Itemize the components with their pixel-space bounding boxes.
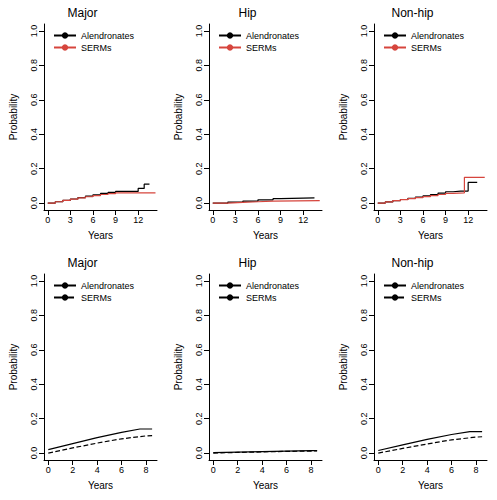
svg-text:0.4: 0.4 bbox=[29, 128, 39, 141]
svg-text:Probability: Probability bbox=[8, 94, 19, 141]
svg-text:0: 0 bbox=[375, 215, 380, 225]
svg-text:0.0: 0.0 bbox=[359, 197, 369, 210]
svg-text:Alendronates: Alendronates bbox=[81, 281, 135, 291]
svg-text:0.2: 0.2 bbox=[194, 162, 204, 175]
svg-text:Alendronates: Alendronates bbox=[81, 31, 135, 41]
svg-text:3: 3 bbox=[68, 215, 73, 225]
svg-text:4: 4 bbox=[95, 465, 100, 475]
svg-text:Years: Years bbox=[253, 230, 278, 241]
svg-text:SERMs: SERMs bbox=[81, 293, 112, 303]
svg-text:0.2: 0.2 bbox=[29, 162, 39, 175]
svg-text:6: 6 bbox=[90, 215, 95, 225]
svg-text:SERMs: SERMs bbox=[246, 293, 277, 303]
svg-text:6: 6 bbox=[449, 465, 454, 475]
svg-text:0.8: 0.8 bbox=[29, 59, 39, 72]
svg-text:12: 12 bbox=[298, 215, 308, 225]
svg-text:0.8: 0.8 bbox=[359, 309, 369, 322]
svg-text:Probability: Probability bbox=[173, 344, 184, 391]
svg-text:1.0: 1.0 bbox=[194, 25, 204, 38]
svg-text:Probability: Probability bbox=[338, 344, 349, 391]
svg-text:0: 0 bbox=[210, 215, 215, 225]
svg-text:0.6: 0.6 bbox=[359, 94, 369, 107]
svg-text:0: 0 bbox=[45, 215, 50, 225]
svg-text:0: 0 bbox=[211, 465, 216, 475]
svg-text:0.4: 0.4 bbox=[29, 378, 39, 391]
svg-text:9: 9 bbox=[443, 215, 448, 225]
svg-text:Hip: Hip bbox=[238, 256, 256, 270]
svg-text:Major: Major bbox=[67, 6, 97, 20]
svg-text:0.2: 0.2 bbox=[359, 162, 369, 175]
svg-text:0.0: 0.0 bbox=[194, 447, 204, 460]
svg-text:0.4: 0.4 bbox=[194, 378, 204, 391]
svg-text:1.0: 1.0 bbox=[359, 25, 369, 38]
svg-text:1.0: 1.0 bbox=[29, 275, 39, 288]
svg-text:Probability: Probability bbox=[338, 94, 349, 141]
svg-text:9: 9 bbox=[278, 215, 283, 225]
svg-text:0.2: 0.2 bbox=[359, 412, 369, 425]
svg-text:0.4: 0.4 bbox=[359, 378, 369, 391]
svg-text:6: 6 bbox=[119, 465, 124, 475]
svg-text:0.0: 0.0 bbox=[359, 447, 369, 460]
svg-text:2: 2 bbox=[235, 465, 240, 475]
svg-text:SERMs: SERMs bbox=[81, 43, 112, 53]
svg-text:6: 6 bbox=[284, 465, 289, 475]
svg-text:0: 0 bbox=[376, 465, 381, 475]
svg-text:Probability: Probability bbox=[173, 94, 184, 141]
svg-text:9: 9 bbox=[113, 215, 118, 225]
svg-text:0.8: 0.8 bbox=[29, 309, 39, 322]
svg-text:0.6: 0.6 bbox=[29, 94, 39, 107]
svg-text:0.0: 0.0 bbox=[29, 197, 39, 210]
svg-text:0.8: 0.8 bbox=[359, 59, 369, 72]
svg-text:Years: Years bbox=[88, 480, 113, 491]
svg-text:Probability: Probability bbox=[8, 344, 19, 391]
svg-text:2: 2 bbox=[400, 465, 405, 475]
svg-text:Alendronates: Alendronates bbox=[246, 31, 300, 41]
svg-text:Alendronates: Alendronates bbox=[411, 31, 465, 41]
svg-text:0.0: 0.0 bbox=[29, 447, 39, 460]
svg-text:Alendronates: Alendronates bbox=[246, 281, 300, 291]
svg-text:3: 3 bbox=[398, 215, 403, 225]
svg-text:SERMs: SERMs bbox=[411, 293, 442, 303]
svg-text:Non-hip: Non-hip bbox=[391, 256, 433, 270]
svg-text:4: 4 bbox=[425, 465, 430, 475]
svg-text:SERMs: SERMs bbox=[246, 43, 277, 53]
svg-text:0.0: 0.0 bbox=[194, 197, 204, 210]
svg-text:2: 2 bbox=[70, 465, 75, 475]
svg-text:6: 6 bbox=[255, 215, 260, 225]
svg-text:0.2: 0.2 bbox=[29, 412, 39, 425]
svg-text:Hip: Hip bbox=[238, 6, 256, 20]
svg-text:Alendronates: Alendronates bbox=[411, 281, 465, 291]
svg-text:1.0: 1.0 bbox=[29, 25, 39, 38]
svg-text:0.6: 0.6 bbox=[29, 344, 39, 357]
svg-text:0.4: 0.4 bbox=[194, 128, 204, 141]
svg-text:0.6: 0.6 bbox=[359, 344, 369, 357]
svg-text:SERMs: SERMs bbox=[411, 43, 442, 53]
svg-text:0.6: 0.6 bbox=[194, 344, 204, 357]
svg-text:12: 12 bbox=[463, 215, 473, 225]
svg-text:0.8: 0.8 bbox=[194, 59, 204, 72]
svg-text:1.0: 1.0 bbox=[359, 275, 369, 288]
svg-text:12: 12 bbox=[133, 215, 143, 225]
svg-text:0.8: 0.8 bbox=[194, 309, 204, 322]
svg-text:Non-hip: Non-hip bbox=[391, 6, 433, 20]
svg-text:1.0: 1.0 bbox=[194, 275, 204, 288]
svg-text:8: 8 bbox=[473, 465, 478, 475]
svg-text:0.2: 0.2 bbox=[194, 412, 204, 425]
svg-text:Major: Major bbox=[67, 256, 97, 270]
svg-text:Years: Years bbox=[253, 480, 278, 491]
svg-text:Years: Years bbox=[418, 480, 443, 491]
svg-text:Years: Years bbox=[418, 230, 443, 241]
svg-text:0: 0 bbox=[46, 465, 51, 475]
svg-text:8: 8 bbox=[308, 465, 313, 475]
svg-text:Years: Years bbox=[88, 230, 113, 241]
svg-text:6: 6 bbox=[420, 215, 425, 225]
svg-text:8: 8 bbox=[143, 465, 148, 475]
svg-text:0.6: 0.6 bbox=[194, 94, 204, 107]
svg-text:4: 4 bbox=[260, 465, 265, 475]
svg-text:0.4: 0.4 bbox=[359, 128, 369, 141]
svg-text:3: 3 bbox=[233, 215, 238, 225]
